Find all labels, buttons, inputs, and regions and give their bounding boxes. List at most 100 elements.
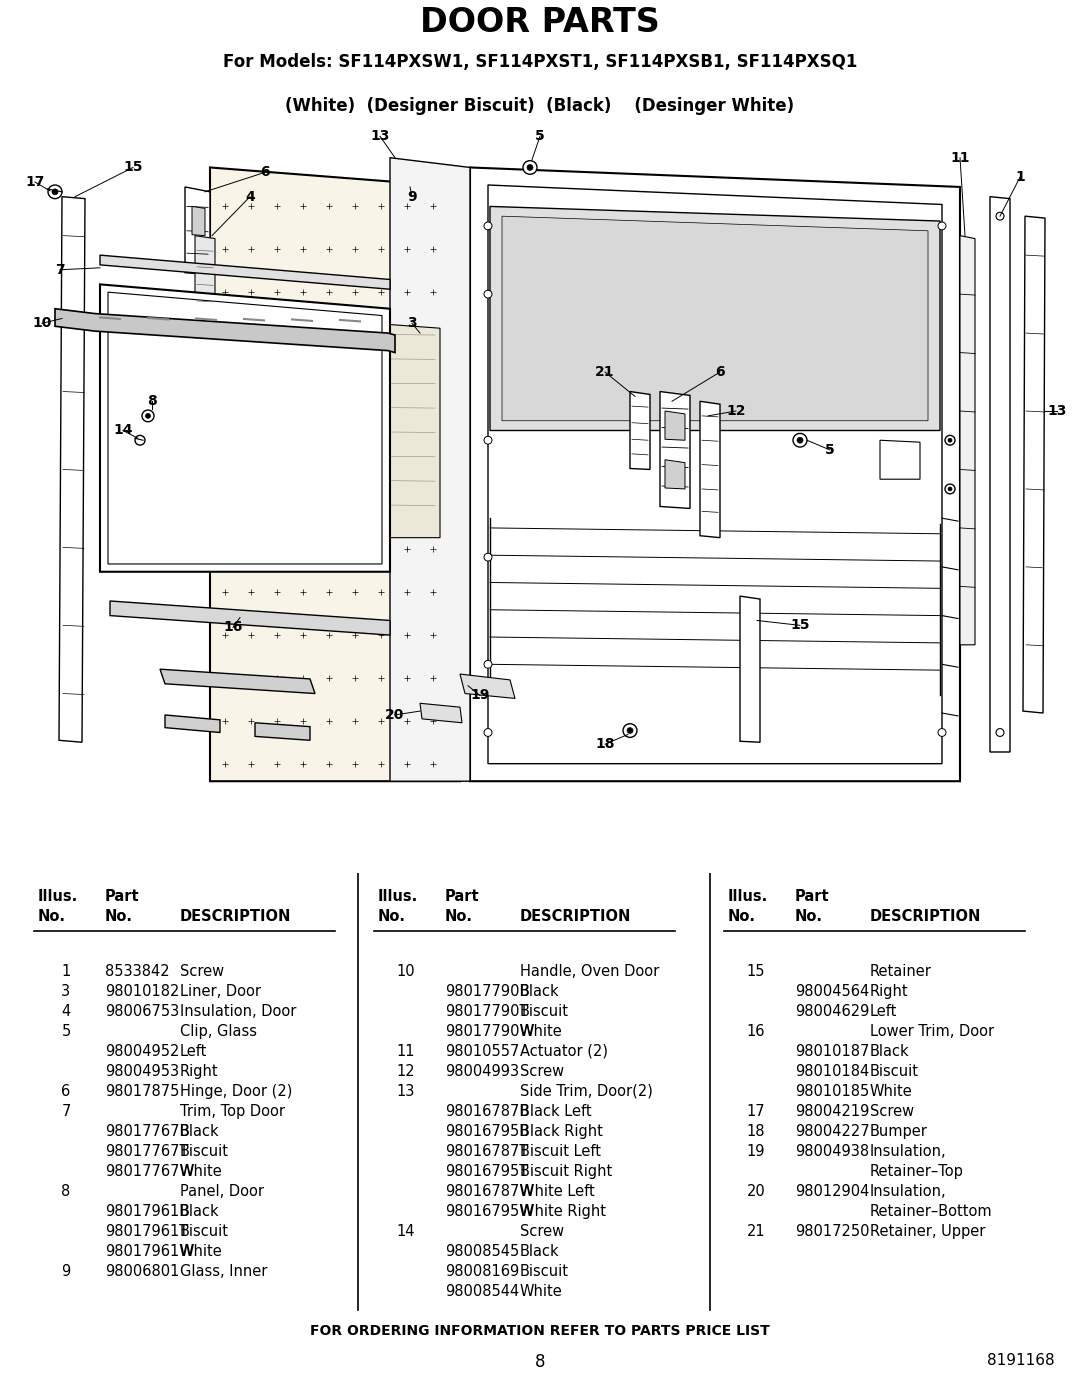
Text: 4: 4 <box>62 1004 70 1018</box>
Text: 6: 6 <box>260 165 270 179</box>
Text: Part: Part <box>445 888 480 904</box>
Text: 9: 9 <box>62 1264 70 1280</box>
Text: 98008545: 98008545 <box>445 1245 519 1259</box>
Polygon shape <box>240 313 440 538</box>
Circle shape <box>623 724 637 738</box>
Text: 98010184: 98010184 <box>795 1065 869 1078</box>
Text: 20: 20 <box>386 708 405 722</box>
Text: Black: Black <box>519 1245 559 1259</box>
Text: 98004938: 98004938 <box>795 1144 869 1160</box>
Text: Clip, Glass: Clip, Glass <box>180 1024 257 1039</box>
Text: 98006753: 98006753 <box>105 1004 179 1018</box>
Polygon shape <box>165 715 220 732</box>
Text: 8: 8 <box>147 394 157 408</box>
Text: 13: 13 <box>396 1084 415 1099</box>
Text: Illus.: Illus. <box>38 888 78 904</box>
Text: Insulation,: Insulation, <box>870 1144 947 1160</box>
Text: 98016787W: 98016787W <box>445 1185 534 1199</box>
Polygon shape <box>160 669 315 693</box>
Text: 20: 20 <box>746 1185 766 1199</box>
Circle shape <box>939 729 946 736</box>
Text: Screw: Screw <box>180 964 225 979</box>
Text: No.: No. <box>795 908 823 923</box>
Circle shape <box>996 729 1004 736</box>
Text: Biscuit: Biscuit <box>180 1224 229 1239</box>
Text: Insulation,: Insulation, <box>870 1185 947 1199</box>
Text: 98017961W: 98017961W <box>105 1245 193 1259</box>
Text: No.: No. <box>728 908 756 923</box>
Text: Glass, Inner: Glass, Inner <box>180 1264 268 1280</box>
Polygon shape <box>185 187 210 275</box>
Circle shape <box>627 728 633 733</box>
Polygon shape <box>990 197 1010 752</box>
Text: 8: 8 <box>62 1185 70 1199</box>
Text: 18: 18 <box>746 1125 766 1139</box>
Polygon shape <box>460 675 515 698</box>
Text: No.: No. <box>38 908 66 923</box>
Polygon shape <box>665 411 685 440</box>
Polygon shape <box>502 217 928 420</box>
Text: Bumper: Bumper <box>870 1125 928 1139</box>
Text: DESCRIPTION: DESCRIPTION <box>180 908 292 923</box>
Text: White: White <box>180 1164 222 1179</box>
Text: 3: 3 <box>407 316 417 330</box>
Polygon shape <box>420 703 462 722</box>
Text: 4: 4 <box>245 190 255 204</box>
Text: Insulation, Door: Insulation, Door <box>180 1004 296 1018</box>
Text: 98012904: 98012904 <box>795 1185 869 1199</box>
Text: FOR ORDERING INFORMATION REFER TO PARTS PRICE LIST: FOR ORDERING INFORMATION REFER TO PARTS … <box>310 1324 770 1338</box>
Text: Retainer–Top: Retainer–Top <box>870 1164 963 1179</box>
Circle shape <box>945 485 955 493</box>
Text: 12: 12 <box>396 1065 416 1078</box>
Text: Black: Black <box>519 983 559 999</box>
Text: 21: 21 <box>595 365 615 379</box>
Text: 14: 14 <box>113 423 133 437</box>
Text: 98017767B: 98017767B <box>105 1125 189 1139</box>
Circle shape <box>484 729 492 736</box>
Text: 17: 17 <box>746 1104 766 1119</box>
Circle shape <box>523 161 537 175</box>
Circle shape <box>948 488 951 490</box>
Polygon shape <box>108 292 382 564</box>
Text: 98017961B: 98017961B <box>105 1204 189 1220</box>
Circle shape <box>996 212 1004 221</box>
Text: 7: 7 <box>55 263 65 277</box>
Text: 18: 18 <box>595 738 615 752</box>
Text: White: White <box>180 1245 222 1259</box>
Text: White: White <box>519 1284 563 1299</box>
Text: 19: 19 <box>470 689 489 703</box>
Text: 15: 15 <box>791 619 810 633</box>
Text: 98016795B: 98016795B <box>445 1125 529 1139</box>
Text: DOOR PARTS: DOOR PARTS <box>420 6 660 39</box>
Text: Retainer–Bottom: Retainer–Bottom <box>870 1204 993 1220</box>
Text: 12: 12 <box>726 404 746 418</box>
Text: Actuator (2): Actuator (2) <box>519 1044 608 1059</box>
Text: 10: 10 <box>32 316 52 330</box>
Text: 98004953: 98004953 <box>105 1065 179 1078</box>
Text: No.: No. <box>105 908 133 923</box>
Polygon shape <box>210 168 460 781</box>
Text: Left: Left <box>870 1004 897 1018</box>
Text: 16: 16 <box>746 1024 766 1039</box>
Circle shape <box>484 661 492 668</box>
Text: 98004993: 98004993 <box>445 1065 519 1078</box>
Text: 16: 16 <box>224 620 243 634</box>
Polygon shape <box>470 168 960 781</box>
Text: DESCRIPTION: DESCRIPTION <box>870 908 982 923</box>
Circle shape <box>484 291 492 298</box>
Text: White Left: White Left <box>519 1185 595 1199</box>
Text: Part: Part <box>795 888 829 904</box>
Text: Biscuit Right: Biscuit Right <box>519 1164 612 1179</box>
Circle shape <box>52 189 58 194</box>
Circle shape <box>141 411 154 422</box>
Text: Black: Black <box>180 1125 219 1139</box>
Polygon shape <box>960 236 975 645</box>
Text: 9: 9 <box>407 190 417 204</box>
Text: 19: 19 <box>746 1144 766 1160</box>
Polygon shape <box>630 391 650 469</box>
Text: 98004952: 98004952 <box>105 1044 179 1059</box>
Circle shape <box>797 437 804 443</box>
Circle shape <box>484 222 492 229</box>
Text: Part: Part <box>105 888 139 904</box>
Text: Side Trim, Door(2): Side Trim, Door(2) <box>519 1084 653 1099</box>
